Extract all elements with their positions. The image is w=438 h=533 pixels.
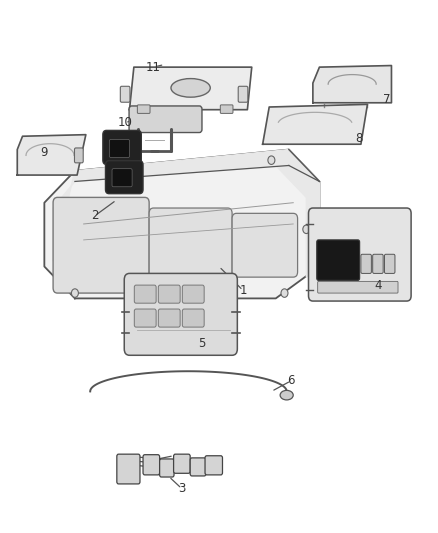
FancyBboxPatch shape <box>134 309 156 327</box>
FancyBboxPatch shape <box>74 148 83 163</box>
Ellipse shape <box>171 78 210 97</box>
FancyBboxPatch shape <box>120 86 130 102</box>
Circle shape <box>268 156 275 165</box>
FancyBboxPatch shape <box>129 106 202 133</box>
Polygon shape <box>263 104 367 144</box>
Text: 4: 4 <box>374 279 382 292</box>
Text: 10: 10 <box>118 117 133 130</box>
FancyBboxPatch shape <box>110 140 130 158</box>
Circle shape <box>303 225 310 233</box>
FancyBboxPatch shape <box>138 105 150 114</box>
FancyBboxPatch shape <box>158 285 180 303</box>
FancyBboxPatch shape <box>182 309 204 327</box>
FancyBboxPatch shape <box>317 240 360 280</box>
Polygon shape <box>17 135 86 175</box>
FancyBboxPatch shape <box>173 454 190 473</box>
FancyBboxPatch shape <box>103 131 141 165</box>
FancyBboxPatch shape <box>143 455 159 475</box>
Polygon shape <box>313 66 392 103</box>
Text: 6: 6 <box>287 374 295 387</box>
Text: 8: 8 <box>355 132 362 146</box>
Ellipse shape <box>280 390 293 400</box>
FancyBboxPatch shape <box>308 208 411 301</box>
FancyBboxPatch shape <box>158 309 180 327</box>
FancyBboxPatch shape <box>205 456 223 475</box>
Polygon shape <box>53 150 319 277</box>
FancyBboxPatch shape <box>124 273 237 356</box>
Text: 1: 1 <box>239 284 247 297</box>
FancyBboxPatch shape <box>53 197 149 293</box>
Text: 7: 7 <box>383 93 391 106</box>
Text: 11: 11 <box>146 61 161 74</box>
FancyBboxPatch shape <box>361 254 371 273</box>
Text: 2: 2 <box>91 209 98 222</box>
FancyBboxPatch shape <box>190 458 206 476</box>
FancyBboxPatch shape <box>232 213 297 277</box>
Circle shape <box>281 289 288 297</box>
Polygon shape <box>44 150 319 298</box>
Text: 9: 9 <box>41 146 48 159</box>
FancyBboxPatch shape <box>149 208 232 288</box>
Text: 5: 5 <box>198 337 205 350</box>
FancyBboxPatch shape <box>373 254 383 273</box>
FancyBboxPatch shape <box>238 86 248 102</box>
FancyBboxPatch shape <box>106 161 143 193</box>
FancyBboxPatch shape <box>385 254 395 273</box>
FancyBboxPatch shape <box>134 285 156 303</box>
FancyBboxPatch shape <box>318 281 398 293</box>
Text: 3: 3 <box>178 482 186 495</box>
FancyBboxPatch shape <box>117 454 140 484</box>
FancyBboxPatch shape <box>182 285 204 303</box>
FancyBboxPatch shape <box>112 168 132 187</box>
Polygon shape <box>130 67 252 110</box>
FancyBboxPatch shape <box>220 105 233 114</box>
FancyBboxPatch shape <box>159 459 174 477</box>
Circle shape <box>71 289 78 297</box>
Circle shape <box>194 294 201 303</box>
